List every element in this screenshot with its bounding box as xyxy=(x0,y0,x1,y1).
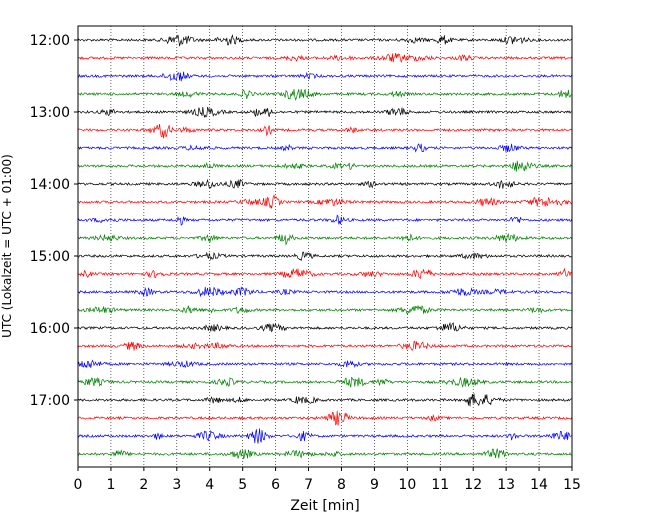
y-tick-label: 14:00 xyxy=(30,177,70,193)
trace-line xyxy=(77,410,572,426)
trace-line xyxy=(77,214,572,226)
trace-line xyxy=(77,428,572,444)
trace-line xyxy=(77,251,572,262)
trace-line xyxy=(77,160,572,172)
y-tick-label: 13:00 xyxy=(30,105,70,121)
trace-line xyxy=(77,359,572,369)
trace-line xyxy=(77,52,572,64)
x-tick-label: 13 xyxy=(497,477,515,493)
trace-line xyxy=(77,393,572,407)
x-tick-label: 14 xyxy=(530,477,548,493)
y-axis-ticks: 12:00 13:00 14:00 15:00 16:00 17:00 xyxy=(30,33,78,409)
trace-line xyxy=(77,305,572,315)
x-tick-label: 3 xyxy=(172,477,181,493)
x-tick-label: 0 xyxy=(74,477,83,493)
x-tick-label: 2 xyxy=(139,477,148,493)
x-tick-label: 7 xyxy=(304,477,313,493)
trace-line xyxy=(77,286,572,298)
trace-line xyxy=(77,143,572,153)
trace-line xyxy=(77,124,572,139)
x-tick-label: 8 xyxy=(337,477,346,493)
trace-line xyxy=(77,376,572,388)
trace-line xyxy=(77,106,572,118)
trace-line xyxy=(77,88,572,101)
trace-line xyxy=(77,178,572,189)
x-axis-ticks: 0 1 2 3 4 5 6 7 8 9 10 11 12 13 14 15 xyxy=(74,467,581,493)
trace-line xyxy=(77,194,572,209)
trace-line xyxy=(77,267,572,280)
trace-line xyxy=(77,34,572,47)
y-tick-label: 12:00 xyxy=(30,33,70,49)
trace-line xyxy=(77,340,572,351)
y-tick-label: 16:00 xyxy=(30,321,70,337)
x-tick-label: 5 xyxy=(238,477,247,493)
trace-group xyxy=(77,34,572,460)
trace-line xyxy=(77,448,572,460)
y-tick-label: 15:00 xyxy=(30,249,70,265)
x-tick-label: 11 xyxy=(431,477,449,493)
x-tick-label: 10 xyxy=(398,477,416,493)
y-tick-label: 17:00 xyxy=(30,393,70,409)
x-tick-label: 12 xyxy=(464,477,482,493)
x-tick-label: 15 xyxy=(563,477,581,493)
x-tick-label: 6 xyxy=(271,477,280,493)
trace-line xyxy=(77,232,572,246)
trace-line xyxy=(77,71,572,82)
y-axis-label: UTC (Lokalzeit = UTC + 01:00) xyxy=(0,154,14,338)
x-tick-label: 1 xyxy=(106,477,115,493)
x-tick-label: 9 xyxy=(370,477,379,493)
plot-frame xyxy=(77,25,573,468)
x-axis-label: Zeit [min] xyxy=(290,498,359,514)
trace-line xyxy=(77,321,572,333)
x-tick-label: 4 xyxy=(205,477,214,493)
